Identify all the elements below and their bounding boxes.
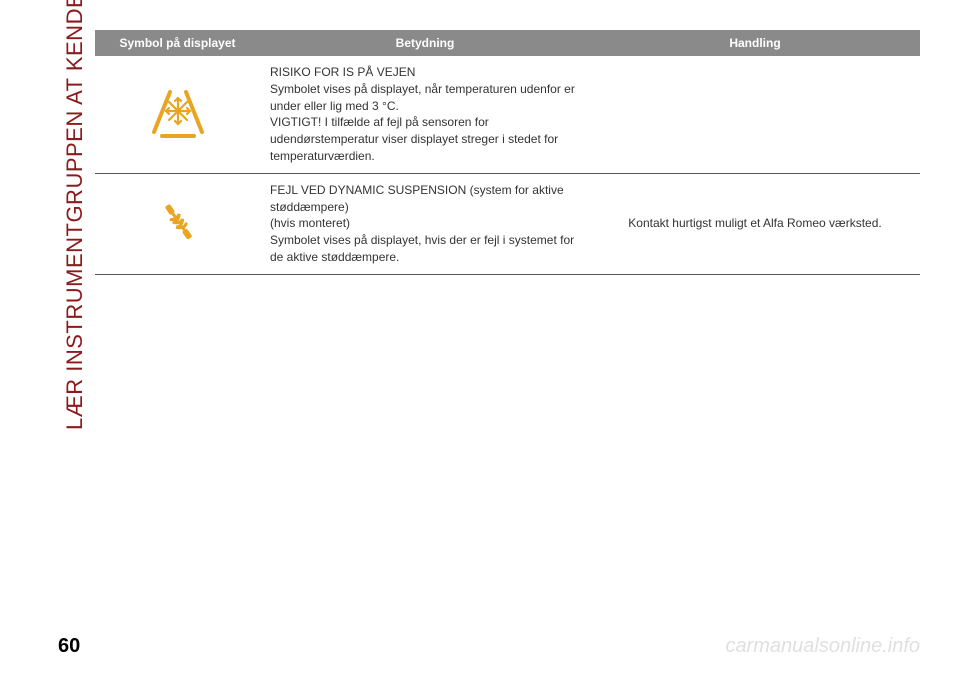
meaning-text: Symbolet vises på displayet, hvis der er… (270, 233, 574, 264)
meaning-cell: FEJL VED DYNAMIC SUSPENSION (system for … (260, 173, 590, 274)
shock-absorber-icon (153, 196, 203, 251)
meaning-title: FEJL VED DYNAMIC SUSPENSION (system for … (270, 183, 564, 214)
section-title-vertical: LÆR INSTRUMENTGRUPPEN AT KENDE (62, 0, 88, 430)
meaning-cell: RISIKO FOR IS PÅ VEJEN Symbolet vises på… (260, 56, 590, 173)
watermark: carmanualsonline.info (725, 635, 920, 658)
meaning-text: (hvis monteret) (270, 216, 350, 230)
symbol-cell (95, 56, 260, 173)
col-header-meaning: Betydning (260, 30, 590, 56)
content-area: Symbol på displayet Betydning Handling (95, 30, 920, 275)
ice-warning-icon (148, 84, 208, 144)
table-row: FEJL VED DYNAMIC SUSPENSION (system for … (95, 173, 920, 274)
col-header-action: Handling (590, 30, 920, 56)
action-cell: Kontakt hurtigst muligt et Alfa Romeo væ… (590, 173, 920, 274)
meaning-text: VIGTIGT! I tilfælde af fejl på sensoren … (270, 115, 558, 163)
meaning-title: RISIKO FOR IS PÅ VEJEN (270, 65, 415, 79)
symbol-cell (95, 173, 260, 274)
table-row: RISIKO FOR IS PÅ VEJEN Symbolet vises på… (95, 56, 920, 173)
action-cell (590, 56, 920, 173)
meaning-text: Symbolet vises på displayet, når tempera… (270, 82, 575, 113)
col-header-symbol: Symbol på displayet (95, 30, 260, 56)
symbols-table: Symbol på displayet Betydning Handling (95, 30, 920, 275)
page-number: 60 (58, 635, 80, 658)
